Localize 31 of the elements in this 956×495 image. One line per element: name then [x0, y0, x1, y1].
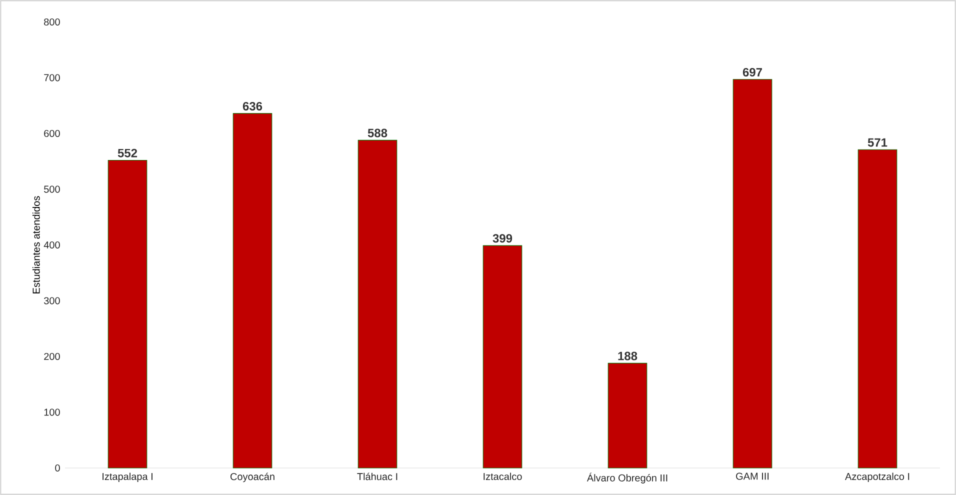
bar — [858, 149, 898, 468]
x-tick-label: Álvaro Obregón III — [586, 472, 668, 484]
bar — [608, 362, 648, 468]
y-tick-label: 100 — [44, 408, 60, 416]
y-axis-title: Estudiantes atendidos — [32, 196, 40, 294]
data-label: 188 — [618, 352, 638, 360]
x-tick-label: Iztacalco — [484, 472, 522, 480]
y-tick-label: 800 — [44, 18, 60, 26]
y-tick-label: 500 — [44, 186, 60, 193]
x-tick-label: Iztapalapa I — [102, 472, 152, 482]
bar — [732, 79, 772, 468]
x-tick-label: Tláhuac I — [357, 472, 398, 480]
x-tick-label: Azcapotzalco I — [845, 472, 910, 482]
data-label: 552 — [118, 148, 138, 158]
y-tick-label: 0 — [55, 464, 60, 472]
bar — [482, 245, 522, 468]
y-tick-label: 200 — [44, 352, 60, 360]
y-tick-label: 400 — [44, 241, 60, 249]
bar — [108, 160, 148, 468]
x-tick-label: GAM III — [736, 472, 769, 480]
data-label: 636 — [242, 102, 262, 110]
y-tick-label: 600 — [44, 130, 60, 138]
data-label: 697 — [742, 68, 762, 76]
data-label: 399 — [492, 234, 512, 243]
bar — [358, 140, 398, 468]
bar — [232, 113, 272, 468]
data-label: 571 — [868, 138, 888, 147]
y-tick-label: 300 — [44, 297, 60, 304]
y-tick-label: 700 — [44, 74, 60, 82]
x-tick-label: Coyoacán — [230, 472, 274, 482]
data-label: 588 — [368, 128, 388, 138]
